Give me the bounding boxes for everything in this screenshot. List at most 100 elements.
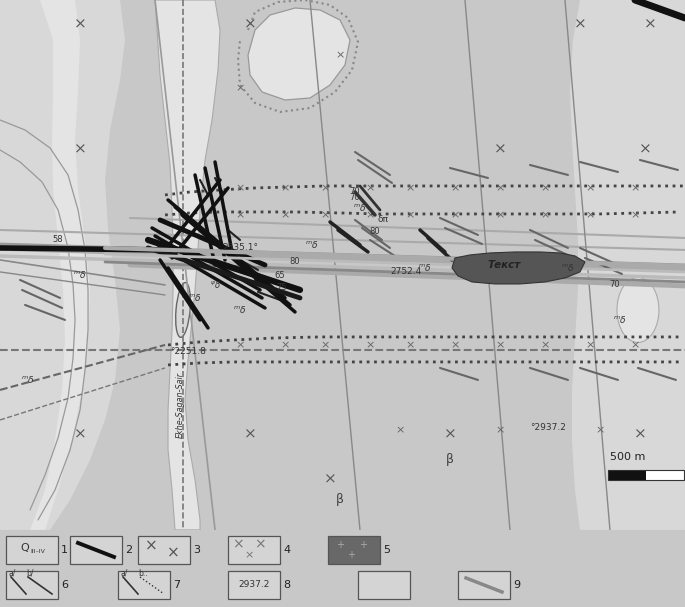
Bar <box>6 536 58 564</box>
Text: ×: × <box>540 183 549 193</box>
Text: 70: 70 <box>349 188 360 197</box>
Bar <box>138 536 190 564</box>
Text: β: β <box>336 493 344 506</box>
Text: b.:: b.: <box>138 569 148 578</box>
Text: ×: × <box>321 210 329 220</box>
Text: °2251.8: °2251.8 <box>170 347 206 356</box>
Text: ×: × <box>395 425 405 435</box>
Text: a/: a/ <box>9 569 16 578</box>
Text: β: β <box>446 453 454 466</box>
Bar <box>458 571 510 599</box>
Text: Текст: Текст <box>488 260 521 270</box>
Text: $^m\delta$: $^m\delta$ <box>561 262 575 274</box>
Text: ×: × <box>406 210 414 220</box>
Text: ×: × <box>74 428 86 442</box>
Text: ×: × <box>595 425 605 435</box>
Text: 2535.1°: 2535.1° <box>222 243 258 253</box>
Text: $^m\delta$: $^m\delta$ <box>419 262 432 274</box>
Text: ×: × <box>406 183 414 193</box>
Bar <box>228 536 280 564</box>
Text: ×: × <box>585 183 595 193</box>
Text: ×: × <box>236 340 245 350</box>
Text: °2937.2: °2937.2 <box>530 424 566 432</box>
Text: 2937.2: 2937.2 <box>238 580 270 589</box>
Bar <box>6 571 58 599</box>
Text: ×: × <box>365 183 375 193</box>
Text: ×: × <box>280 183 290 193</box>
Text: +: + <box>359 540 367 550</box>
Bar <box>358 571 410 599</box>
Text: ×: × <box>573 18 586 32</box>
Text: ×: × <box>321 340 329 350</box>
Text: 5: 5 <box>383 545 390 555</box>
Text: ×: × <box>74 18 86 32</box>
Text: ×: × <box>495 425 505 435</box>
Text: ×: × <box>630 340 640 350</box>
Text: $^m\delta$: $^m\delta$ <box>613 314 627 325</box>
Text: ×: × <box>365 210 375 220</box>
Bar <box>608 470 684 480</box>
Text: a/: a/ <box>121 569 128 578</box>
Text: ×: × <box>406 340 414 350</box>
Text: 80: 80 <box>290 257 300 266</box>
Ellipse shape <box>175 282 190 337</box>
Polygon shape <box>452 252 585 284</box>
Polygon shape <box>248 8 350 100</box>
Text: ×: × <box>585 210 595 220</box>
Text: +: + <box>347 550 355 560</box>
Text: ×: × <box>495 183 505 193</box>
Bar <box>228 571 280 599</box>
Polygon shape <box>570 0 685 530</box>
Text: $^m\delta$: $^m\delta$ <box>233 305 247 316</box>
Text: Q: Q <box>20 543 29 553</box>
Text: 80: 80 <box>370 228 380 237</box>
Ellipse shape <box>617 277 659 342</box>
Text: ×: × <box>145 538 158 554</box>
Text: ×: × <box>245 550 253 560</box>
Text: ×: × <box>254 538 266 552</box>
Text: 500 m: 500 m <box>610 452 645 462</box>
Text: ×: × <box>236 83 245 93</box>
Text: ×: × <box>540 340 549 350</box>
Text: ×: × <box>450 210 460 220</box>
Text: ×: × <box>495 210 505 220</box>
Text: ×: × <box>444 428 456 442</box>
Text: ×: × <box>323 473 336 487</box>
Text: $^m\delta$: $^m\delta$ <box>353 203 366 214</box>
Text: 8: 8 <box>283 580 290 590</box>
Text: 2752.4: 2752.4 <box>390 268 421 276</box>
Text: 75: 75 <box>277 283 287 293</box>
Polygon shape <box>155 0 220 530</box>
Text: ×: × <box>495 340 505 350</box>
Text: ×: × <box>280 210 290 220</box>
Text: 7: 7 <box>173 580 180 590</box>
Text: ×: × <box>450 183 460 193</box>
Bar <box>328 536 380 564</box>
Text: $^m\delta$: $^m\delta$ <box>188 293 202 304</box>
Text: ×: × <box>634 428 647 442</box>
Text: +: + <box>336 540 344 550</box>
Text: ×: × <box>166 546 179 560</box>
Text: Ekhe-Sagan-Sair: Ekhe-Sagan-Sair <box>175 372 184 438</box>
Text: 1: 1 <box>61 545 68 555</box>
Text: 70: 70 <box>349 194 360 203</box>
Bar <box>608 470 646 480</box>
Text: b/: b/ <box>26 569 34 578</box>
Bar <box>118 571 170 599</box>
Text: 6: 6 <box>61 580 68 590</box>
Text: ×: × <box>244 428 256 442</box>
Text: ×: × <box>630 210 640 220</box>
Text: III–IV: III–IV <box>30 549 45 554</box>
Bar <box>70 536 122 564</box>
Text: ×: × <box>336 50 345 60</box>
Text: ×: × <box>236 183 245 193</box>
Text: 4: 4 <box>283 545 290 555</box>
Text: ×: × <box>74 143 86 157</box>
Polygon shape <box>30 0 90 530</box>
Text: ×: × <box>365 340 375 350</box>
Text: ×: × <box>321 183 329 193</box>
Text: ×: × <box>644 18 656 32</box>
Text: 2: 2 <box>125 545 132 555</box>
Text: $^m\delta$: $^m\delta$ <box>73 270 87 280</box>
Text: ×: × <box>232 538 244 552</box>
